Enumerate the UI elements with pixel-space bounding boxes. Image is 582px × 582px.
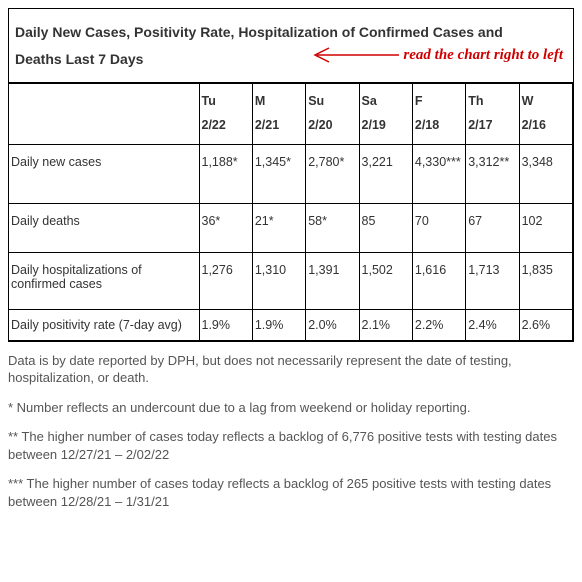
- col-header: Tu 2/22: [199, 84, 252, 145]
- col-header: Su 2/20: [306, 84, 359, 145]
- data-cell: 2,780*: [306, 144, 359, 203]
- data-cell: 85: [359, 203, 412, 252]
- data-cell: 1.9%: [252, 309, 305, 340]
- footnote: Data is by date reported by DPH, but doe…: [8, 352, 574, 387]
- col-header: W 2/16: [519, 84, 572, 145]
- footnote: *** The higher number of cases today ref…: [8, 475, 574, 510]
- data-cell: 1,713: [466, 252, 519, 309]
- table-row: Daily hospitalizations of confirmed case…: [9, 252, 573, 309]
- data-cell: 102: [519, 203, 572, 252]
- col-header: M 2/21: [252, 84, 305, 145]
- data-cell: 2.4%: [466, 309, 519, 340]
- col-day: Th: [468, 94, 483, 108]
- col-date: 2/21: [255, 118, 279, 132]
- data-cell: 3,312**: [466, 144, 519, 203]
- footnote: ** The higher number of cases today refl…: [8, 428, 574, 463]
- row-label: Daily new cases: [9, 144, 199, 203]
- header-row: Tu 2/22 M 2/21 Su 2/20 Sa 2/19 F 2/18: [9, 84, 573, 145]
- col-date: 2/18: [415, 118, 439, 132]
- data-cell: 36*: [199, 203, 252, 252]
- footnote: * Number reflects an undercount due to a…: [8, 399, 574, 417]
- data-cell: 1,188*: [199, 144, 252, 203]
- data-cell: 1.9%: [199, 309, 252, 340]
- footnotes: Data is by date reported by DPH, but doe…: [8, 352, 574, 511]
- arrow-left-icon: [311, 47, 401, 63]
- col-header: F 2/18: [412, 84, 465, 145]
- table-title: Daily New Cases, Positivity Rate, Hospit…: [9, 9, 573, 83]
- col-date: 2/22: [202, 118, 226, 132]
- data-cell: 1,835: [519, 252, 572, 309]
- data-cell: 67: [466, 203, 519, 252]
- data-cell: 1,391: [306, 252, 359, 309]
- data-cell: 1,276: [199, 252, 252, 309]
- table-body: Daily new cases1,188*1,345*2,780*3,2214,…: [9, 144, 573, 340]
- data-cell: 3,348: [519, 144, 572, 203]
- data-cell: 2.0%: [306, 309, 359, 340]
- data-cell: 4,330***: [412, 144, 465, 203]
- data-cell: 1,616: [412, 252, 465, 309]
- row-label: Daily hospitalizations of confirmed case…: [9, 252, 199, 309]
- data-cell: 3,221: [359, 144, 412, 203]
- row-label: Daily deaths: [9, 203, 199, 252]
- data-cell: 2.2%: [412, 309, 465, 340]
- col-date: 2/20: [308, 118, 332, 132]
- data-cell: 2.6%: [519, 309, 572, 340]
- col-date: 2/19: [362, 118, 386, 132]
- col-date: 2/17: [468, 118, 492, 132]
- col-day: M: [255, 94, 265, 108]
- title-line-2: Deaths Last 7 Days: [15, 51, 143, 67]
- data-cell: 2.1%: [359, 309, 412, 340]
- data-cell: 1,345*: [252, 144, 305, 203]
- data-cell: 1,310: [252, 252, 305, 309]
- data-table-container: Daily New Cases, Positivity Rate, Hospit…: [8, 8, 574, 342]
- col-date: 2/16: [522, 118, 546, 132]
- annotation-text: read the chart right to left: [403, 41, 563, 70]
- col-header: Th 2/17: [466, 84, 519, 145]
- data-cell: 70: [412, 203, 465, 252]
- col-day: W: [522, 94, 534, 108]
- table-row: Daily deaths36*21*58*857067102: [9, 203, 573, 252]
- data-cell: 21*: [252, 203, 305, 252]
- table-row: Daily new cases1,188*1,345*2,780*3,2214,…: [9, 144, 573, 203]
- header-blank: [9, 84, 199, 145]
- data-cell: 1,502: [359, 252, 412, 309]
- title-line-1: Daily New Cases, Positivity Rate, Hospit…: [15, 24, 503, 40]
- table-row: Daily positivity rate (7-day avg)1.9%1.9…: [9, 309, 573, 340]
- col-day: Sa: [362, 94, 377, 108]
- row-label: Daily positivity rate (7-day avg): [9, 309, 199, 340]
- col-day: F: [415, 94, 423, 108]
- data-cell: 58*: [306, 203, 359, 252]
- read-direction-annotation: read the chart right to left: [311, 41, 563, 70]
- cases-table: Tu 2/22 M 2/21 Su 2/20 Sa 2/19 F 2/18: [9, 83, 573, 341]
- col-header: Sa 2/19: [359, 84, 412, 145]
- col-day: Su: [308, 94, 324, 108]
- col-day: Tu: [202, 94, 216, 108]
